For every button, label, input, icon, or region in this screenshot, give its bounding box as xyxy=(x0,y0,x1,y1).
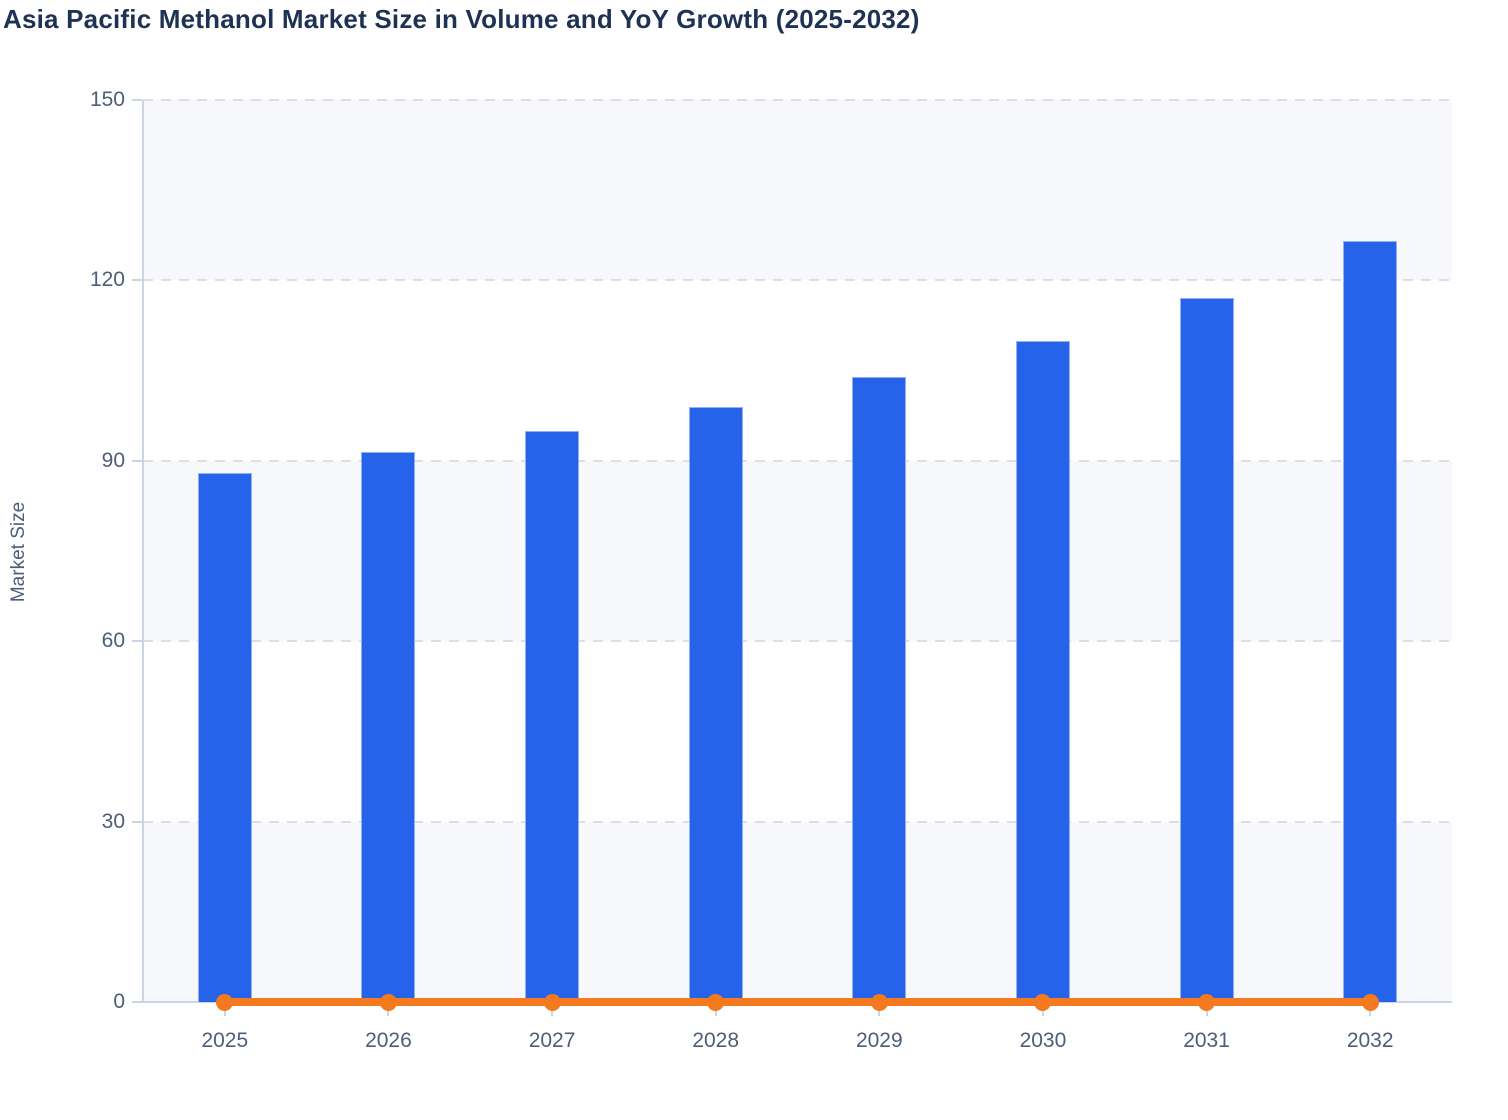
y-tick xyxy=(132,99,142,101)
x-tick-label-2029: 2029 xyxy=(855,1029,903,1052)
plot-band xyxy=(143,100,1452,281)
gridline xyxy=(143,820,1452,823)
gridline xyxy=(143,279,1452,282)
x-tick-label-2030: 2030 xyxy=(1019,1029,1067,1052)
x-tick-label-2031: 2031 xyxy=(1183,1029,1230,1052)
y-tick xyxy=(132,820,142,823)
bar-2030[interactable] xyxy=(1015,340,1070,1002)
bar-2026[interactable] xyxy=(361,451,416,1002)
y-tick-label: 120 xyxy=(89,268,125,292)
x-tick-label-2028: 2028 xyxy=(692,1029,740,1052)
y-tick xyxy=(132,279,142,282)
y-tick-label: 150 xyxy=(89,88,125,111)
x-tick-label-2025: 2025 xyxy=(201,1029,249,1052)
bar-2027[interactable] xyxy=(525,430,580,1002)
line-marker-2032[interactable] xyxy=(1361,993,1379,1011)
y-tick xyxy=(132,1001,142,1003)
line-marker-2025[interactable] xyxy=(216,993,234,1011)
bar-2028[interactable] xyxy=(688,406,743,1002)
y-tick-label: 30 xyxy=(101,809,125,833)
plot-band xyxy=(143,280,1452,461)
y-tick-label: 0 xyxy=(113,990,125,1013)
line-marker-2031[interactable] xyxy=(1198,993,1216,1011)
bar-2029[interactable] xyxy=(852,376,907,1002)
gridline xyxy=(143,99,1452,101)
yoy-growth-line[interactable] xyxy=(224,998,1371,1006)
bar-2032[interactable] xyxy=(1343,241,1398,1002)
line-marker-2027[interactable] xyxy=(543,993,561,1011)
plot-band xyxy=(143,821,1452,1002)
y-tick xyxy=(132,640,142,643)
gridline xyxy=(143,640,1452,643)
line-marker-2028[interactable] xyxy=(707,993,725,1011)
y-tick-label: 90 xyxy=(101,448,125,472)
gridline xyxy=(143,459,1452,462)
x-tick-label-2026: 2026 xyxy=(365,1029,412,1052)
y-tick-label: 60 xyxy=(101,629,125,653)
x-tick-label-2027: 2027 xyxy=(528,1029,576,1052)
plot-band xyxy=(143,641,1452,822)
plot-band xyxy=(143,460,1452,642)
bar-2025[interactable] xyxy=(197,472,252,1002)
line-marker-2029[interactable] xyxy=(870,993,888,1011)
chart-title: Asia Pacific Methanol Market Size in Vol… xyxy=(3,4,920,34)
y-tick xyxy=(132,459,142,462)
x-tick-label-2032: 2032 xyxy=(1346,1029,1394,1052)
y-axis-line xyxy=(142,100,144,1002)
line-marker-2026[interactable] xyxy=(379,993,397,1011)
bar-2031[interactable] xyxy=(1179,298,1234,1002)
line-marker-2030[interactable] xyxy=(1034,993,1052,1011)
